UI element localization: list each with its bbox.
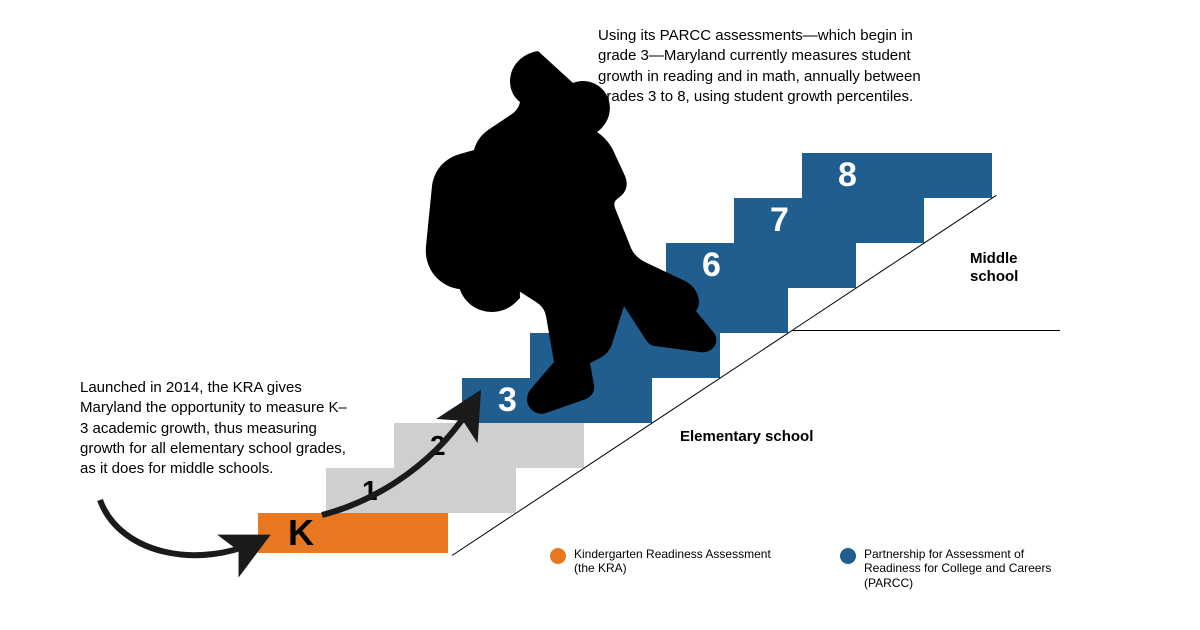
step-5: 5 (598, 288, 788, 333)
annotation-top-text: Using its PARCC assessments—which begin … (598, 27, 921, 105)
step-label-3: 3 (498, 381, 517, 420)
legend-dot-icon (550, 548, 566, 564)
legend-text: Partnership for Assessment of Readiness … (864, 547, 1084, 590)
step-6: 6 (666, 243, 856, 288)
label-middle: Middle school (970, 250, 1050, 286)
annotation-left-text: Launched in 2014, the KRA gives Maryland… (80, 379, 347, 477)
step-label-K: K (288, 512, 314, 554)
step-8: 8 (802, 153, 992, 198)
step-label-8: 8 (838, 156, 857, 195)
step-label-7: 7 (770, 201, 789, 240)
legend-dot-icon (840, 548, 856, 564)
step-label-1: 1 (362, 475, 378, 507)
step-3: 3 (462, 378, 652, 423)
legend-item-0: Kindergarten Readiness Assessment (the K… (550, 547, 794, 576)
annotation-left: Launched in 2014, the KRA gives Maryland… (80, 378, 355, 479)
infographic-canvas: Using its PARCC assessments—which begin … (0, 0, 1200, 630)
step-label-4: 4 (566, 336, 585, 375)
arrow-left-curve (100, 500, 260, 555)
label-elementary: Elementary school (680, 428, 813, 446)
divider-line-1 (792, 330, 1060, 331)
legend-text: Kindergarten Readiness Assessment (the K… (574, 547, 794, 576)
annotation-top: Using its PARCC assessments—which begin … (598, 26, 948, 107)
step-2: 2 (394, 423, 584, 468)
step-label-6: 6 (702, 246, 721, 285)
step-K: K (258, 513, 448, 553)
step-label-5: 5 (634, 291, 653, 330)
label-elementary-text: Elementary school (680, 428, 813, 445)
step-1: 1 (326, 468, 516, 513)
step-7: 7 (734, 198, 924, 243)
step-label-2: 2 (430, 430, 446, 462)
legend-item-1: Partnership for Assessment of Readiness … (840, 547, 1084, 590)
step-4: 4 (530, 333, 720, 378)
label-middle-text: Middle school (970, 250, 1018, 285)
